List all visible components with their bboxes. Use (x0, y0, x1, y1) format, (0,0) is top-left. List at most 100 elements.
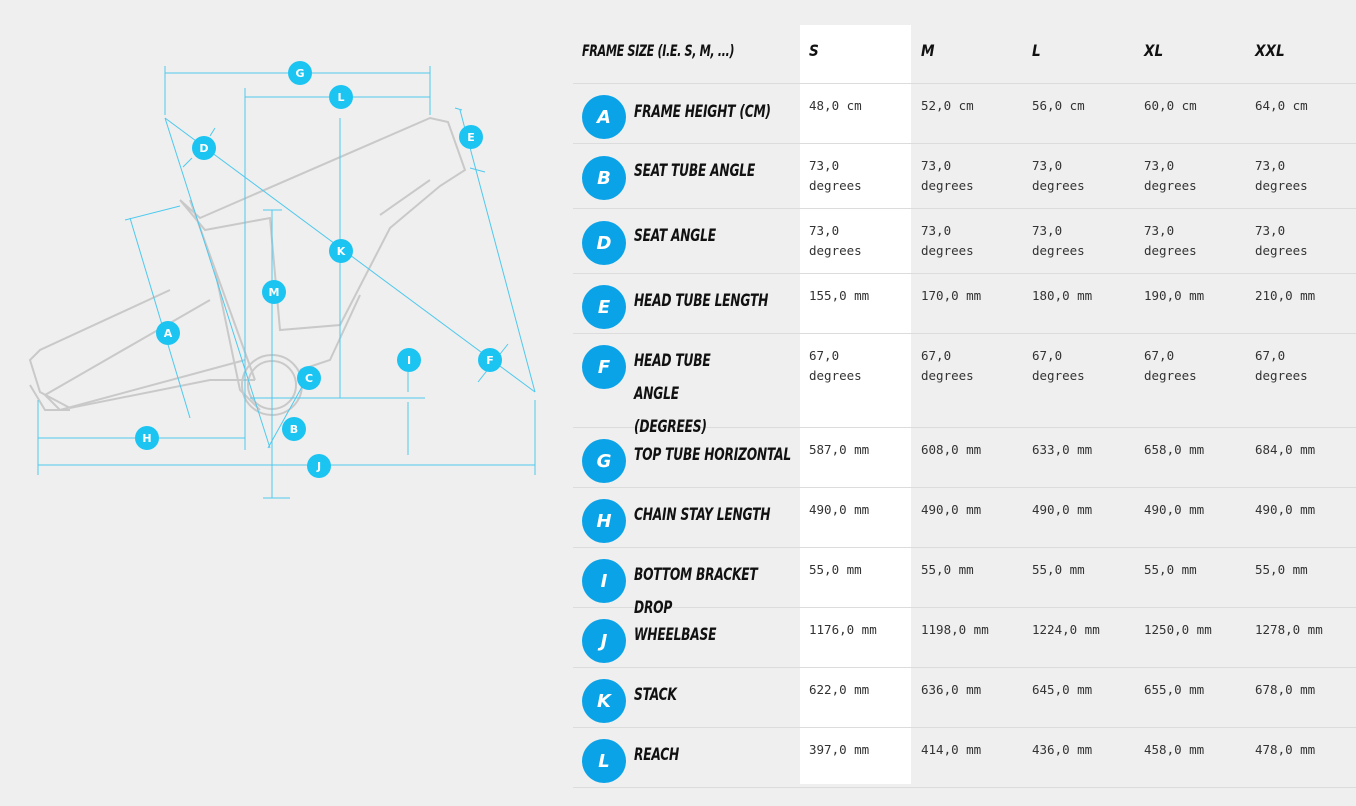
table-header-row: FRAME SIZE (I.E. S, M, ...) S M L XL XXL (573, 25, 1356, 84)
cell-value: 73,0 degrees (809, 158, 862, 193)
cell-value: 490,0 mm (809, 502, 870, 517)
row-letter-badge: J (582, 619, 626, 663)
marker-j: J (307, 454, 331, 478)
row-letter-badge: I (582, 559, 626, 603)
marker-a: A (156, 321, 180, 345)
marker-l-label: L (337, 91, 344, 104)
table-row: H CHAIN STAY LENGTH 490,0 mm 490,0 mm 49… (573, 488, 1356, 548)
cell-value: 64,0 cm (1255, 98, 1308, 113)
size-header-l: L (1032, 41, 1041, 60)
row-letter-badge: H (582, 499, 626, 543)
size-header-m: M (921, 41, 935, 60)
cell-value: 67,0 degrees (1032, 348, 1085, 383)
cell-value: 490,0 mm (1255, 502, 1316, 517)
cell-value: 678,0 mm (1255, 682, 1316, 697)
table-row: F HEAD TUBE ANGLE (DEGREES) 67,0 degrees… (573, 334, 1356, 437)
cell-value: 73,0 degrees (1255, 158, 1308, 193)
cell-value: 73,0 degrees (1144, 158, 1197, 193)
cell-value: 608,0 mm (921, 442, 982, 457)
cell-value: 67,0 degrees (809, 348, 862, 383)
table-row: I BOTTOM BRACKET DROP 55,0 mm 55,0 mm 55… (573, 548, 1356, 618)
cell-value: 67,0 degrees (1144, 348, 1197, 383)
cell-value: 1198,0 mm (921, 622, 989, 637)
table-row: D SEAT ANGLE 73,0 degrees 73,0 degrees 7… (573, 209, 1356, 274)
cell-value: 655,0 mm (1144, 682, 1205, 697)
table-row: L REACH 397,0 mm 414,0 mm 436,0 mm 458,0… (573, 728, 1356, 788)
marker-l: L (329, 85, 353, 109)
cell-value: 490,0 mm (1032, 502, 1093, 517)
marker-h: H (135, 426, 159, 450)
cell-value: 55,0 mm (1032, 562, 1085, 577)
marker-d: D (192, 136, 216, 160)
marker-h-label: H (142, 432, 151, 445)
row-label: CHAIN STAY LENGTH (634, 505, 771, 525)
cell-value: 60,0 cm (1144, 98, 1197, 113)
geometry-table: FRAME SIZE (I.E. S, M, ...) S M L XL XXL… (573, 25, 1356, 788)
cell-value: 1224,0 mm (1032, 622, 1100, 637)
cell-value: 73,0 degrees (921, 223, 974, 258)
marker-b-label: B (290, 423, 298, 436)
table-row: E HEAD TUBE LENGTH 155,0 mm 170,0 mm 180… (573, 274, 1356, 334)
cell-value: 52,0 cm (921, 98, 974, 113)
cell-value: 458,0 mm (1144, 742, 1205, 757)
table-row: G TOP TUBE HORIZONTAL 587,0 mm 608,0 mm … (573, 428, 1356, 488)
marker-j-label: J (316, 460, 321, 473)
row-letter-badge: K (582, 679, 626, 723)
cell-value: 55,0 mm (809, 562, 862, 577)
cell-value: 170,0 mm (921, 288, 982, 303)
marker-i-label: I (407, 354, 411, 367)
marker-f-label: F (486, 354, 494, 367)
cell-value: 490,0 mm (1144, 502, 1205, 517)
marker-b: B (282, 417, 306, 441)
size-header-xxl: XXL (1255, 41, 1285, 60)
cell-value: 587,0 mm (809, 442, 870, 457)
cell-value: 73,0 degrees (809, 223, 862, 258)
cell-value: 633,0 mm (1032, 442, 1093, 457)
frame-geometry-diagram: G L D E K M A C I F B H J (0, 0, 570, 806)
row-letter-badge: B (582, 156, 626, 200)
row-label: REACH (634, 745, 680, 765)
cell-value: 55,0 mm (1255, 562, 1308, 577)
marker-d-label: D (199, 142, 208, 155)
cell-value: 56,0 cm (1032, 98, 1085, 113)
row-label: TOP TUBE HORIZONTAL (634, 445, 791, 465)
cell-value: 155,0 mm (809, 288, 870, 303)
cell-value: 55,0 mm (1144, 562, 1197, 577)
row-label: HEAD TUBE ANGLE (DEGREES) (634, 351, 711, 437)
cell-value: 67,0 degrees (921, 348, 974, 383)
row-label: SEAT ANGLE (634, 226, 716, 246)
row-letter-badge: G (582, 439, 626, 483)
cell-value: 48,0 cm (809, 98, 862, 113)
bike-frame-outline (28, 116, 467, 416)
marker-m-label: M (269, 286, 280, 299)
cell-value: 1278,0 mm (1255, 622, 1323, 637)
cell-value: 190,0 mm (1144, 288, 1205, 303)
cell-value: 636,0 mm (921, 682, 982, 697)
row-letter-badge: E (582, 285, 626, 329)
row-letter-badge: A (582, 95, 626, 139)
frame-size-header: FRAME SIZE (I.E. S, M, ...) (582, 41, 735, 60)
row-label: BOTTOM BRACKET DROP (634, 565, 758, 618)
cell-value: 658,0 mm (1144, 442, 1205, 457)
cell-value: 73,0 degrees (1255, 223, 1308, 258)
cell-value: 73,0 degrees (1032, 158, 1085, 193)
table-row: B SEAT TUBE ANGLE 73,0 degrees 73,0 degr… (573, 144, 1356, 209)
marker-a-label: A (164, 327, 173, 340)
cell-value: 67,0 degrees (1255, 348, 1308, 383)
cell-value: 622,0 mm (809, 682, 870, 697)
cell-value: 210,0 mm (1255, 288, 1316, 303)
row-label: WHEELBASE (634, 625, 717, 645)
cell-value: 73,0 degrees (921, 158, 974, 193)
marker-c-label: C (305, 372, 313, 385)
cell-value: 1250,0 mm (1144, 622, 1212, 637)
table-row: A FRAME HEIGHT (CM) 48,0 cm 52,0 cm 56,0… (573, 84, 1356, 144)
marker-m: M (262, 280, 286, 304)
cell-value: 397,0 mm (809, 742, 870, 757)
frame-diagram-svg: G L D E K M A C I F B H J (28, 61, 536, 499)
marker-i: I (397, 348, 421, 372)
marker-g-label: G (295, 67, 304, 80)
marker-c: C (297, 366, 321, 390)
row-label: HEAD TUBE LENGTH (634, 291, 769, 311)
cell-value: 73,0 degrees (1032, 223, 1085, 258)
marker-f: F (478, 348, 502, 372)
